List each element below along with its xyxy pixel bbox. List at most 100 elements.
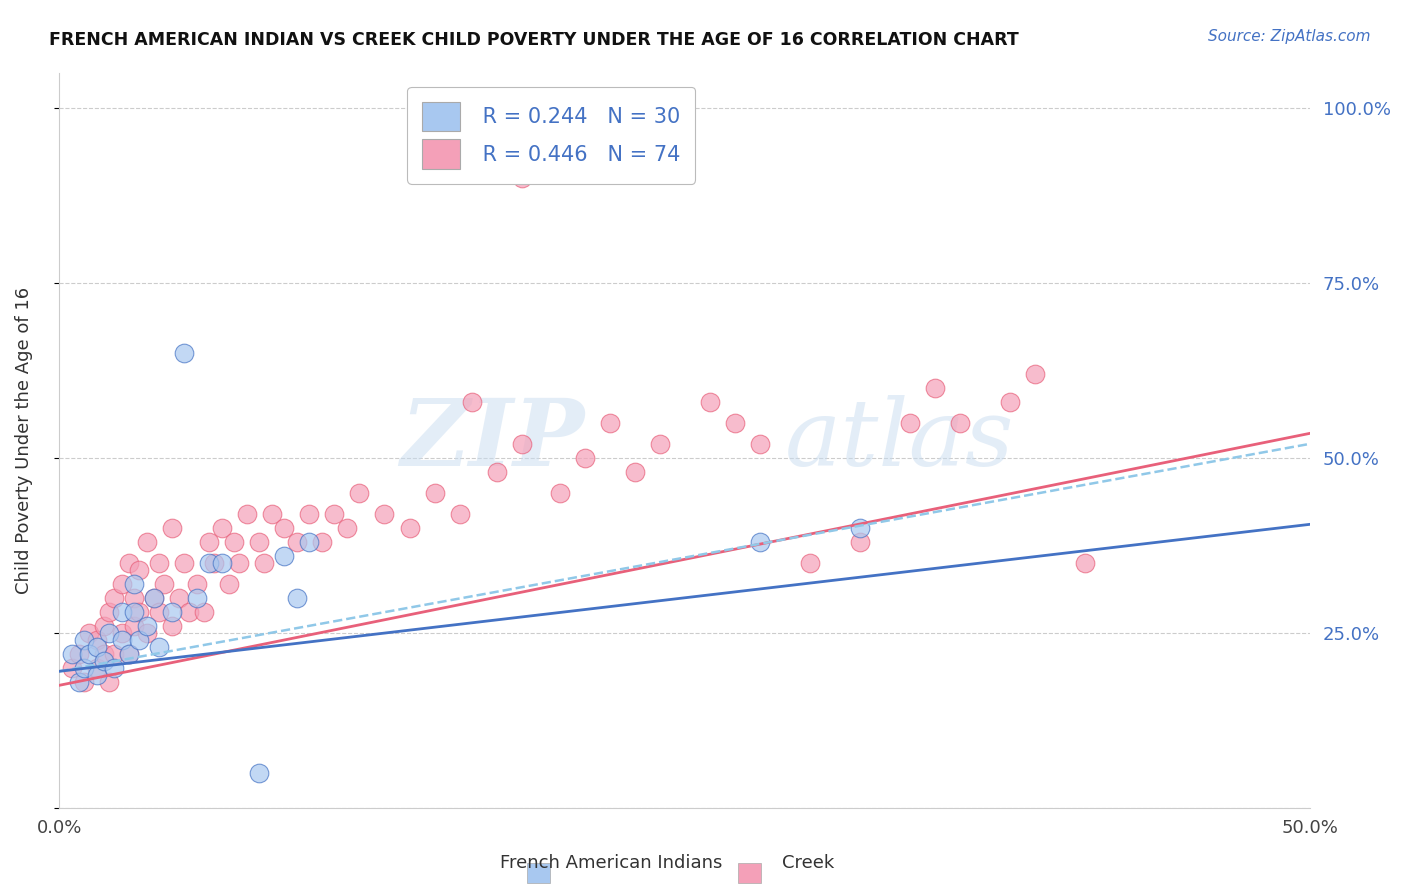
Point (160, 521, 183, 535)
Point (124, 605, 146, 619)
Point (898, 416, 921, 430)
Point (60, 647, 83, 661)
Point (103, 647, 125, 661)
Text: atlas: atlas (785, 395, 1014, 485)
Point (249, 534, 271, 549)
Point (124, 619, 146, 633)
Point (599, 416, 621, 430)
Point (124, 591, 146, 605)
Point (103, 661, 125, 675)
Point (204, 556, 226, 570)
Point (336, 521, 359, 535)
Point (169, 591, 191, 605)
Point (218, 577, 240, 591)
Point (924, 381, 946, 395)
Point (67, 674, 90, 689)
Point (398, 521, 420, 535)
Point (111, 605, 134, 619)
Point (449, 507, 471, 521)
Point (73, 632, 96, 647)
Point (93, 654, 115, 668)
Point (236, 507, 259, 521)
Point (548, 486, 571, 500)
Point (198, 556, 221, 570)
Point (148, 605, 170, 619)
Point (60, 661, 83, 675)
Point (574, 450, 596, 465)
Point (86, 661, 108, 675)
Point (298, 534, 321, 549)
Point (193, 605, 215, 619)
Point (73, 674, 96, 689)
Point (486, 465, 509, 479)
Point (135, 534, 157, 549)
Point (273, 521, 295, 535)
Point (260, 507, 283, 521)
Point (349, 486, 371, 500)
Point (135, 619, 157, 633)
Point (173, 346, 195, 360)
Point (67, 647, 90, 661)
Point (128, 605, 150, 619)
Point (118, 647, 141, 661)
Point (98, 605, 121, 619)
Point (311, 534, 333, 549)
Point (86, 640, 108, 654)
Point (93, 619, 115, 633)
Point (143, 591, 166, 605)
Point (124, 577, 146, 591)
Point (135, 625, 157, 640)
Point (98, 625, 121, 640)
Text: ZIP: ZIP (401, 395, 585, 485)
Point (86, 632, 108, 647)
Point (103, 591, 125, 605)
Y-axis label: Child Poverty Under the Age of 16: Child Poverty Under the Age of 16 (15, 287, 32, 594)
Point (373, 507, 395, 521)
Point (173, 556, 195, 570)
Point (998, 395, 1021, 409)
Point (323, 507, 346, 521)
Point (723, 416, 745, 430)
Point (186, 591, 208, 605)
Point (510, 170, 533, 185)
Point (79, 647, 101, 661)
Point (949, 416, 972, 430)
Point (118, 556, 141, 570)
Point (748, 437, 770, 451)
Point (86, 667, 108, 681)
Point (111, 577, 134, 591)
Point (79, 625, 101, 640)
Point (848, 534, 870, 549)
Point (93, 647, 115, 661)
Point (224, 534, 246, 549)
Point (423, 486, 446, 500)
Point (111, 625, 134, 640)
Point (623, 465, 645, 479)
Text: Source: ZipAtlas.com: Source: ZipAtlas.com (1208, 29, 1371, 44)
Point (285, 534, 308, 549)
Point (211, 556, 233, 570)
Legend:  R = 0.244   N = 30,  R = 0.446   N = 74: R = 0.244 N = 30, R = 0.446 N = 74 (408, 87, 695, 184)
Point (285, 591, 308, 605)
Point (148, 556, 170, 570)
Point (148, 640, 170, 654)
Point (699, 395, 721, 409)
Point (73, 661, 96, 675)
Point (1074, 556, 1097, 570)
Point (748, 534, 770, 549)
Point (249, 765, 271, 780)
Point (298, 507, 321, 521)
Point (1024, 367, 1046, 381)
Point (648, 437, 671, 451)
Text: FRENCH AMERICAN INDIAN VS CREEK CHILD POVERTY UNDER THE AGE OF 16 CORRELATION CH: FRENCH AMERICAN INDIAN VS CREEK CHILD PO… (49, 31, 1019, 49)
Point (848, 521, 870, 535)
Text: French American Indians: French American Indians (501, 855, 723, 872)
Point (799, 556, 821, 570)
Point (179, 605, 201, 619)
Text: Creek: Creek (782, 855, 835, 872)
Point (153, 577, 176, 591)
Point (160, 605, 183, 619)
Point (143, 591, 166, 605)
Point (273, 549, 295, 563)
Point (211, 521, 233, 535)
